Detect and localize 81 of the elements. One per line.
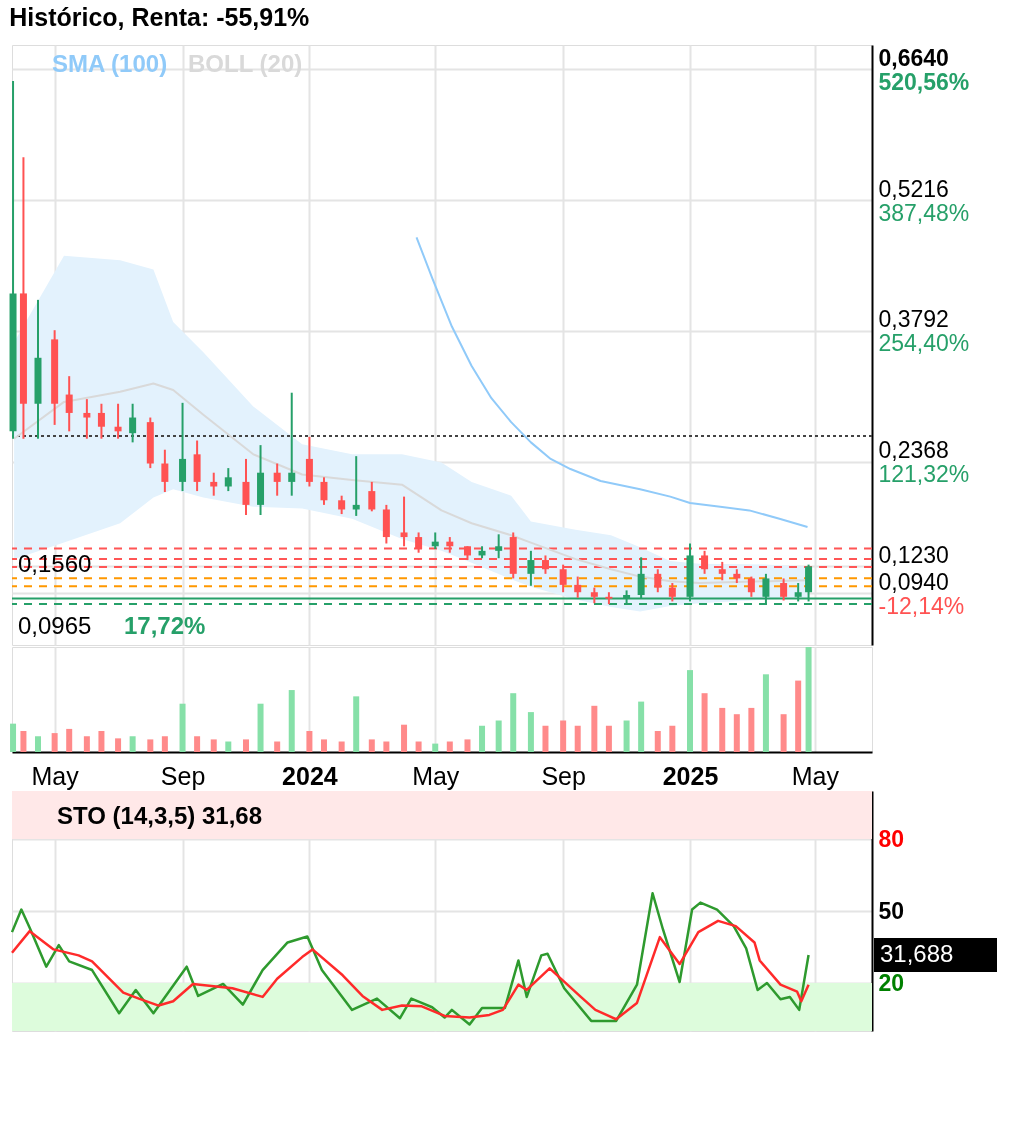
bar: [542, 725, 549, 752]
bar: [51, 733, 58, 752]
bar: [687, 670, 694, 752]
bar: [338, 741, 345, 752]
x-tick-label: Sep: [541, 761, 586, 790]
bar: [225, 741, 232, 752]
bar: [795, 680, 802, 752]
bar: [115, 738, 122, 752]
bar: [129, 736, 136, 752]
y2-tick-label: 121,32%: [878, 461, 970, 488]
line-series: [10, 919, 810, 1021]
text: 31,688: [880, 939, 954, 967]
chart-title: Histórico, Renta: -55,91%: [9, 3, 310, 31]
annotation: 17,72%: [124, 612, 206, 639]
bar: [257, 703, 264, 752]
y-tick-label: 0,5216: [878, 175, 949, 202]
bar: [66, 728, 73, 752]
bar: [320, 739, 327, 752]
bar: [748, 707, 755, 752]
bar: [98, 731, 105, 752]
y-tick-label: 50: [878, 897, 905, 924]
bar: [510, 693, 517, 752]
bar: [210, 739, 217, 752]
bar: [368, 739, 375, 752]
annotation: 0,0965: [18, 612, 92, 639]
bar: [432, 743, 439, 752]
y-tick-label: 0,1230: [878, 541, 949, 568]
bar: [719, 707, 726, 752]
bar: [20, 731, 27, 752]
bar: [147, 739, 154, 752]
chart-title: STO (14,3,5) 31,68: [57, 802, 263, 829]
bar: [591, 705, 598, 752]
bar: [274, 741, 281, 752]
y2-tick-label: -12,14%: [878, 592, 965, 619]
bar: [733, 714, 740, 752]
bar: [495, 720, 502, 752]
text: SMA (100): [52, 50, 168, 77]
y-tick-label: 0,3792: [878, 306, 949, 333]
bar: [479, 725, 486, 752]
x-tick-label: May: [31, 761, 80, 790]
bar: [194, 736, 201, 752]
bar: [401, 724, 408, 752]
bar: [306, 731, 313, 752]
bar: [574, 725, 581, 752]
bar: [762, 674, 769, 752]
x-tick-label: 2025: [662, 761, 719, 790]
y-tick-label: 20: [878, 969, 905, 996]
bar: [83, 736, 90, 752]
bar: [464, 739, 471, 752]
x-tick-label: May: [791, 761, 840, 790]
annotation: 0,1560: [18, 550, 92, 577]
bar: [780, 714, 787, 752]
bar: [161, 736, 168, 752]
bar: [701, 693, 708, 752]
y2-tick-label: 387,48%: [878, 199, 970, 226]
y-tick-label: 0,2368: [878, 437, 949, 464]
y-tick-label: 0,6640: [878, 44, 949, 71]
x-tick-label: Sep: [160, 761, 206, 790]
y2-tick-label: 254,40%: [878, 330, 970, 357]
bar: [383, 741, 390, 752]
line-series: [10, 891, 810, 1026]
bar: [179, 703, 186, 752]
bar: [415, 741, 422, 752]
bar: [605, 725, 612, 752]
bar: [654, 731, 661, 752]
bar: [288, 690, 295, 752]
bar: [560, 720, 567, 752]
bar: [10, 723, 17, 752]
x-tick-label: May: [412, 761, 460, 790]
bar: [623, 720, 630, 752]
bar: [527, 712, 534, 752]
y-tick-label: 0,0940: [878, 568, 949, 595]
bar: [805, 647, 812, 752]
bar: [446, 741, 453, 752]
y-tick-label: 80: [878, 825, 905, 852]
bar: [669, 725, 676, 752]
x-tick-label: 2024: [282, 761, 338, 790]
bar: [353, 696, 360, 752]
bar: [35, 736, 41, 752]
bar: [242, 739, 249, 752]
bar: [638, 701, 645, 752]
